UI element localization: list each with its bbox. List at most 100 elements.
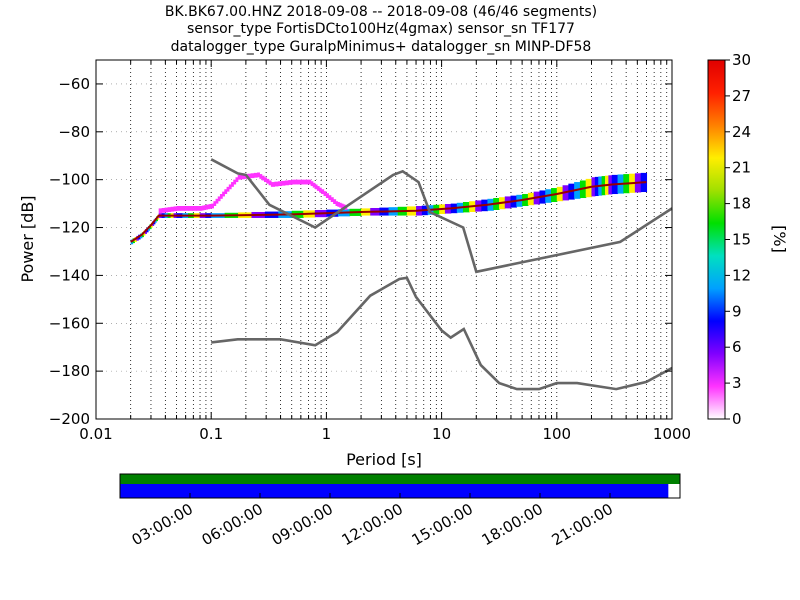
psd-cell <box>330 197 334 203</box>
noise-model-lower <box>211 276 673 391</box>
psd-cell <box>312 182 316 188</box>
x-tick-label: 1 <box>322 425 332 443</box>
psd-cell <box>158 208 163 214</box>
chart-title: BK.BK67.00.HNZ 2018-09-08 -- 2018-09-08 … <box>165 4 597 55</box>
psd-cell <box>176 205 182 211</box>
psd-cell <box>257 172 260 178</box>
y-tick-label: −120 <box>49 219 90 237</box>
colorbar-ticks: 0 3 6 9 12 15 18 21 24 27 30 <box>725 51 751 428</box>
colorbar-tick-label: 18 <box>732 195 751 213</box>
psd-cell <box>337 202 340 207</box>
psd-cell <box>231 182 234 187</box>
psd-cell <box>270 182 275 187</box>
psd-cell <box>209 203 212 209</box>
psd-cell <box>319 187 322 193</box>
time-tick-label: 09:00:00 <box>269 500 336 549</box>
psd-cell <box>259 174 263 179</box>
psd-cell <box>266 178 270 184</box>
psd-cell <box>314 184 318 190</box>
colorbar-tick-label: 6 <box>732 338 742 356</box>
psd-cell <box>201 205 205 211</box>
psd-cell <box>321 189 325 195</box>
psd-mode-line <box>130 181 647 243</box>
psd-cell <box>263 177 267 183</box>
psd-cell <box>308 179 312 185</box>
colorbar-label: [%] <box>770 225 789 253</box>
time-tick-label: 03:00:00 <box>129 500 196 549</box>
psd-cell <box>164 207 169 213</box>
psd-cell <box>247 173 252 179</box>
x-axis-label: Period [s] <box>346 450 422 469</box>
x-axis-ticks: 0.01 0.1 1 10 100 1000 <box>79 60 691 443</box>
psd-cell <box>237 174 242 180</box>
psd-cell <box>302 179 307 185</box>
psd-cell <box>170 206 175 212</box>
psd-cell <box>222 191 225 197</box>
psd-cell <box>217 196 221 202</box>
noise-model-lines <box>210 158 673 391</box>
psd-cell <box>277 181 282 187</box>
psd-cell <box>226 186 230 192</box>
psd-cell <box>288 180 293 185</box>
psd-cell <box>297 179 301 185</box>
psd-cell <box>192 205 197 211</box>
psd-cell <box>196 205 201 211</box>
plot-grid <box>96 60 672 419</box>
psd-cell <box>294 179 298 185</box>
x-tick-label: 0.01 <box>79 425 112 443</box>
title-line-3: datalogger_type GuralpMinimus+ datalogge… <box>171 39 592 55</box>
x-tick-label: 0.1 <box>199 425 223 443</box>
psd-cell <box>184 205 189 211</box>
psd-cell <box>207 204 210 210</box>
time-coverage-bar: 03:00:00 06:00:00 09:00:00 12:00:00 15:00:00… <box>119 473 681 549</box>
x-tick-label: 1000 <box>653 425 691 443</box>
y-tick-label: −180 <box>49 362 90 380</box>
psd-cell <box>235 177 239 183</box>
colorbar-tick-label: 24 <box>732 123 751 141</box>
time-tick-label: 15:00:00 <box>409 500 476 549</box>
psd-cell <box>224 189 228 195</box>
psd-cell <box>203 205 207 210</box>
colorbar-tick-label: 21 <box>732 159 751 177</box>
psd-cell <box>173 206 178 212</box>
psd-cell <box>228 184 232 190</box>
colorbar-tick-label: 27 <box>732 87 751 105</box>
x-tick-label: 10 <box>432 425 451 443</box>
psd-cell <box>323 191 327 197</box>
psd-cell <box>250 173 255 179</box>
psd-cell <box>274 181 279 187</box>
psd-cell <box>161 207 166 213</box>
psd-cell <box>215 198 219 204</box>
title-line-2: sensor_type FortisDCto100Hz(4gmax) senso… <box>187 21 575 37</box>
psd-cell <box>205 204 209 210</box>
y-tick-label: −140 <box>49 266 90 284</box>
colorbar-tick-label: 3 <box>732 374 742 392</box>
title-line-1: BK.BK67.00.HNZ 2018-09-08 -- 2018-09-08 … <box>165 4 597 20</box>
psd-cell <box>233 179 237 185</box>
psd-cell <box>213 201 217 206</box>
time-tick-label: 18:00:00 <box>479 500 546 549</box>
psd-cell <box>341 203 344 209</box>
psd-histogram <box>130 172 648 245</box>
coverage-data-strip <box>120 484 669 498</box>
psd-cell <box>211 203 214 209</box>
psd-cell <box>305 179 310 185</box>
psd-cell <box>200 205 203 211</box>
colorbar-tick-label: 12 <box>732 266 751 284</box>
noise-model-upper <box>210 158 673 274</box>
psd-cell <box>240 174 245 180</box>
y-tick-label: −60 <box>58 75 90 93</box>
colorbar-tick-label: 30 <box>732 51 751 69</box>
psd-cell <box>335 201 338 206</box>
time-tick-label: 21:00:00 <box>549 500 616 549</box>
y-axis-ticks: −200 −180 −160 −140 −120 −100 −80 −60 <box>49 75 672 428</box>
y-tick-label: −100 <box>49 171 90 189</box>
colorbar-tick-label: 9 <box>732 302 742 320</box>
psd-cell <box>253 172 258 178</box>
y-axis-label: Power [dB] <box>18 195 37 282</box>
psd-cell <box>281 180 286 186</box>
time-tick-label: 06:00:00 <box>199 500 266 549</box>
y-tick-label: −160 <box>49 314 90 332</box>
psd-cell <box>268 180 272 186</box>
